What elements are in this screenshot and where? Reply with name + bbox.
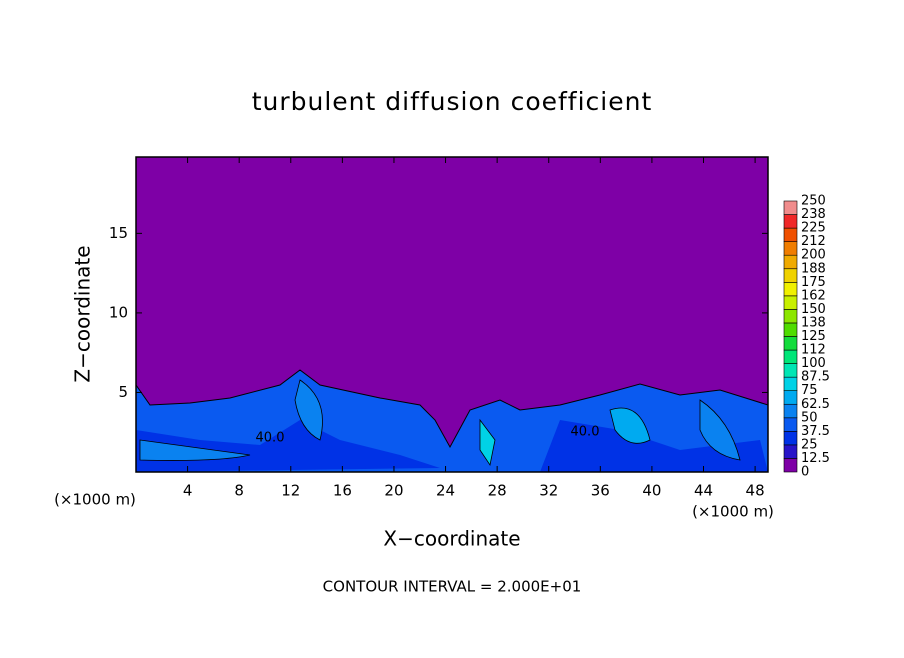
field-region (699, 399, 741, 461)
colorbar-swatch (783, 390, 798, 405)
plot-frame (135, 156, 769, 473)
colorbar-swatch (783, 254, 798, 270)
x-tick-label: 28 (488, 482, 507, 500)
colorbar-swatch (783, 241, 798, 256)
y-tick-label: 15 (109, 224, 128, 242)
colorbar-swatch (783, 431, 798, 446)
y-tick-label: 5 (118, 383, 128, 401)
x-tick-label: 48 (746, 482, 765, 500)
colorbar-swatch (783, 309, 798, 324)
x-tick-label: 8 (234, 482, 244, 500)
colorbar-swatch (783, 281, 798, 297)
y-axis-label: Z−coordinate (71, 245, 95, 382)
colorbar-label: 150 (801, 302, 826, 317)
colorbar-swatch (783, 200, 798, 215)
footer-note: CONTOUR INTERVAL = 2.000E+01 (323, 578, 582, 596)
colorbar-label: 12.5 (801, 451, 830, 466)
colorbar-label: 75 (801, 383, 818, 398)
colorbar-label: 50 (801, 410, 818, 425)
x-tick-label: 44 (694, 482, 713, 500)
contour-label: 40.0 (571, 425, 600, 440)
colorbar-label: 62.5 (801, 397, 830, 412)
field (135, 157, 769, 473)
colorbar-label: 125 (801, 329, 826, 344)
colorbar-swatch (783, 336, 798, 351)
colorbar-swatch (783, 458, 798, 473)
colorbar-label: 87.5 (801, 370, 830, 385)
colorbar-label: 225 (801, 221, 826, 236)
colorbar-label: 25 (801, 437, 818, 452)
colorbar-swatch (783, 403, 798, 419)
colorbar-swatch (783, 349, 798, 364)
x-tick-label: 20 (384, 482, 403, 500)
colorbar-swatch (783, 227, 798, 242)
colorbar-label: 212 (801, 234, 826, 249)
x-unit-label: (×1000 m) (692, 503, 774, 521)
colorbar-label: 162 (801, 288, 826, 303)
colorbar-swatch (783, 444, 798, 459)
x-tick-label: 12 (281, 482, 300, 500)
field-region (294, 379, 323, 441)
colorbar-label: 0 (801, 465, 809, 480)
x-tick-label: 24 (436, 482, 455, 500)
colorbar-label: 37.5 (801, 424, 830, 439)
colorbar-label: 188 (801, 261, 826, 276)
x-tick-label: 4 (183, 482, 193, 500)
colorbar-label: 175 (801, 275, 826, 290)
colorbar-swatch (783, 295, 798, 310)
field-region (479, 418, 496, 467)
field-region (609, 407, 651, 444)
chart-title: turbulent diffusion coefficient (252, 87, 653, 116)
colorbar-label: 200 (801, 248, 826, 263)
colorbar-swatch (783, 376, 798, 391)
colorbar-swatch (783, 322, 798, 337)
x-tick-label: 40 (642, 482, 661, 500)
x-axis-label: X−coordinate (383, 527, 520, 551)
colorbar-swatch (783, 417, 798, 432)
x-unit-label: (×1000 m) (54, 491, 136, 509)
colorbar-label: 138 (801, 315, 826, 330)
x-tick-label: 36 (591, 482, 610, 500)
colorbar-label: 112 (801, 343, 826, 358)
colorbar-label: 100 (801, 356, 826, 371)
x-tick-label: 16 (333, 482, 352, 500)
field-region (139, 439, 251, 461)
colorbar-label: 238 (801, 207, 826, 222)
colorbar-swatch (783, 268, 798, 283)
y-tick-label: 10 (109, 303, 128, 321)
x-tick-label: 32 (539, 482, 558, 500)
colorbar-label: 250 (801, 194, 826, 209)
contour-label: 40.0 (256, 431, 285, 446)
colorbar-swatch (783, 363, 798, 378)
field-region (540, 420, 768, 472)
colorbar-swatch (783, 214, 798, 229)
